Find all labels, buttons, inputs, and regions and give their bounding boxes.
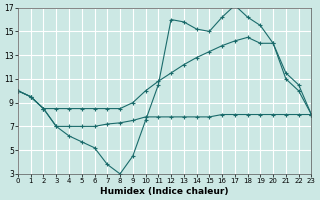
X-axis label: Humidex (Indice chaleur): Humidex (Indice chaleur): [100, 187, 229, 196]
